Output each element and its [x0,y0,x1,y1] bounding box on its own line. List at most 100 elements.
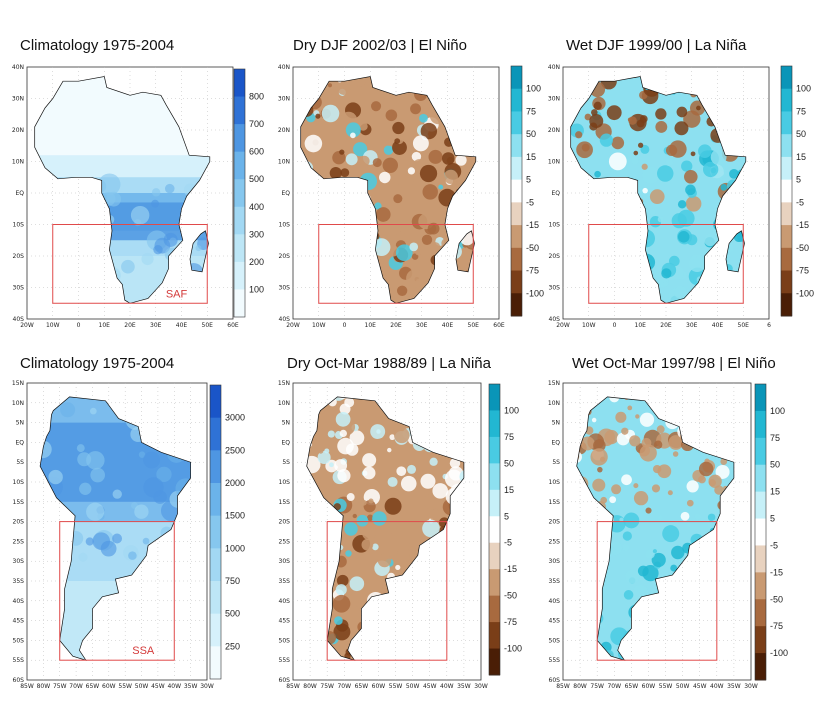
colorbar-segment [781,66,792,90]
colorbar-segment [755,626,766,654]
colorbar-tick-label: 600 [249,147,264,157]
colorbar-segment [755,384,766,412]
lat-tick-label: 15N [12,380,24,387]
lon-tick-label: 35W [457,683,471,690]
colorbar-tick-label: 3000 [225,413,245,423]
colorbar-tick-label: -100 [504,644,522,654]
lat-tick-label: 60S [13,677,25,684]
lon-tick-label: 0 [343,322,347,329]
colorbar-segment [755,437,766,466]
colorbar-segment [489,595,500,623]
colorbar-tick-label: 500 [225,609,240,619]
colorbar-tick-label: 100 [504,405,519,415]
lat-tick-label: 60S [279,677,291,684]
colorbar-tick-label: -100 [796,288,814,298]
colorbar-tick-label: 50 [796,129,806,139]
colorbar-segment [781,247,792,272]
lat-tick-label: 10N [278,400,290,407]
colorbar-tick-label: -5 [504,538,512,548]
colorbar-tick-label: -15 [770,567,783,577]
colorbar-segment [210,450,221,484]
colorbar-segment [234,234,245,263]
colorbar-tick-label: 250 [225,641,240,651]
colorbar-tick-label: 50 [504,458,514,468]
colorbar-segment [489,384,500,411]
colorbar-frame [209,384,222,680]
lon-tick-label: 50W [135,683,149,690]
colorbar-segment [210,548,221,582]
colorbar-tick-label: 75 [504,432,514,442]
colorbar-tick-label: 5 [504,511,509,521]
colorbar-tick-label: 700 [249,119,264,129]
lon-tick-label: 85W [556,683,570,690]
colorbar-segment [210,385,221,419]
colorbar-segment [234,179,245,208]
colorbar-segment [210,483,221,517]
colorbar-tick-label: -100 [770,648,788,658]
lat-tick-label: 45S [13,618,25,625]
colorbar-tick-label: 200 [249,257,264,267]
colorbar-segment [511,156,522,181]
colorbar-segment [511,66,522,90]
colorbar-segment [234,151,245,180]
region-box [52,224,208,304]
colorbar-segment [234,261,245,290]
colorbar-tick-label: -15 [504,564,517,574]
lon-tick-label: 30W [474,683,488,690]
lat-tick-label: 50S [549,637,561,644]
lon-tick-label: 20W [286,322,300,329]
lon-tick-label: 20E [660,322,672,329]
lon-tick-label: 50E [202,322,214,329]
lat-tick-label: 40N [12,64,24,71]
lon-tick-label: 60W [372,683,386,690]
colorbar-tick-label: 2000 [225,478,245,488]
colorbar-segment [234,206,245,235]
lat-tick-label: 30N [548,96,560,103]
panel-title-0: Climatology 1975-2004 [20,37,175,54]
lat-tick-label: 15S [13,499,25,506]
colorbar-segment [489,542,500,570]
colorbar-tick-label: -50 [796,243,809,253]
colorbar-tick-label: 5 [796,175,801,185]
lon-tick-label: 85W [286,683,300,690]
lon-tick-label: 75W [590,683,604,690]
colorbar-segment [511,179,522,203]
lat-tick-label: 30N [12,96,24,103]
colorbar-tick-label: 300 [249,229,264,239]
lat-tick-label: 30S [13,285,25,292]
lon-tick-label: 45W [693,683,707,690]
colorbar-tick-label: -75 [796,266,809,276]
lat-tick-label: 20S [549,519,561,526]
lon-tick-label: 40E [712,322,724,329]
lat-tick-label: 40S [13,316,25,323]
colorbar-tick-label: 15 [770,487,780,497]
lat-tick-label: 10S [549,222,561,229]
colorbar-segment [781,179,792,203]
colorbar-frame [488,383,501,676]
colorbar-tick-label: -75 [770,621,783,631]
lon-tick-label: 60E [227,322,239,329]
lon-tick-label: 30W [200,683,214,690]
colorbar-segment [755,518,766,546]
lat-tick-label: 5N [16,420,24,427]
colorbar-tick-label: 1000 [225,543,245,553]
colorbar-segment [234,289,245,318]
lon-tick-label: 60W [642,683,656,690]
panel-title-3: Climatology 1975-2004 [20,355,175,372]
panel-title-1: Dry DJF 2002/03 | El Niño [293,37,467,54]
lat-tick-label: 35S [279,578,291,585]
lon-tick-label: 70W [69,683,83,690]
lon-tick-label: 40E [442,322,454,329]
lat-tick-label: 55S [13,657,25,664]
lat-tick-label: 5N [552,420,560,427]
lon-tick-label: 55W [389,683,403,690]
region-box [326,521,448,661]
lat-tick-label: 50S [279,637,291,644]
colorbar-tick-label: 50 [770,460,780,470]
colorbar-segment [755,464,766,493]
lat-tick-label: 10S [549,479,561,486]
colorbar-segment [755,572,766,600]
lon-tick-label: 30E [150,322,162,329]
lat-tick-label: 40S [549,598,561,605]
